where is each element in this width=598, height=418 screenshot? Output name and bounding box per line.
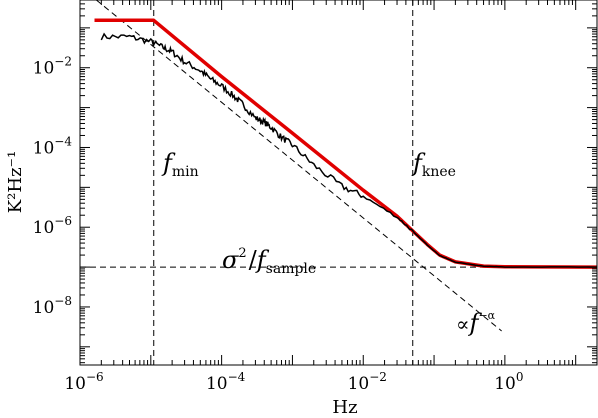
propto-symbol: ∝ (456, 312, 470, 336)
sigma-sub: sample (266, 261, 317, 277)
sigma-slash: / (249, 246, 258, 274)
propto-annotation: ∝f−α (456, 309, 496, 337)
sigma-symbol: σ (222, 246, 239, 274)
sigma-sup: 2 (238, 246, 246, 261)
x-tick-label: 100 (494, 370, 523, 394)
x-tick-label: 10−4 (206, 370, 246, 394)
x-tick-label: 10−6 (64, 370, 103, 394)
fknee-annotation: fknee (411, 149, 456, 180)
x-tick-label: 10−2 (348, 370, 387, 394)
y-tick-label: 10−6 (33, 214, 72, 238)
plot-frame (79, 0, 598, 366)
y-tick-label: 10−8 (33, 294, 72, 318)
power-law-asymptote-line (96, 0, 502, 332)
series-group (94, 18, 597, 269)
sigma-annotation: σ2/fsample (222, 246, 316, 277)
y-axis-title: K²Hz⁻¹ (5, 151, 26, 214)
axis-ticks: 10−6 10−4 10−2 100 10−8 10−6 10−4 10−2 (33, 0, 598, 394)
propto-sup: −α (478, 309, 495, 322)
y-tick-label: 10−2 (33, 55, 72, 79)
fmin-annotation: fmin (161, 149, 199, 180)
y-tick-label: 10−4 (33, 134, 73, 158)
x-axis-title: Hz (332, 397, 357, 418)
fmin-sub: min (172, 164, 199, 180)
series-model-spectrum (94, 18, 597, 269)
fknee-sub: knee (422, 164, 456, 180)
series-measured-spectrum (100, 32, 597, 268)
